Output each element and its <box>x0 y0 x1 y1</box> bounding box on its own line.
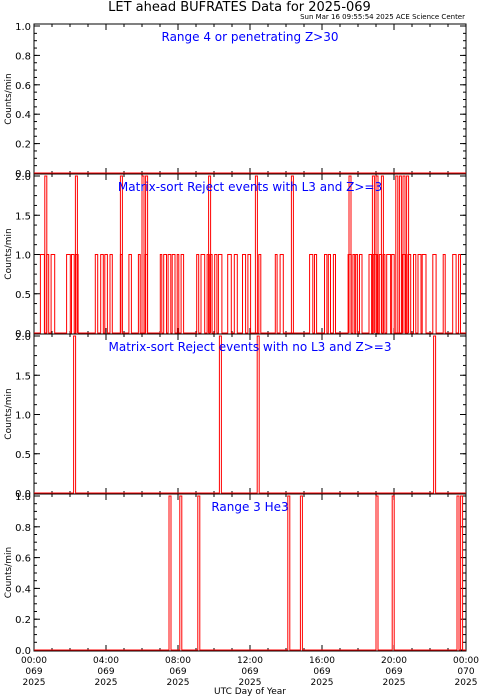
series-spike <box>208 175 212 333</box>
y-tick-label: 1.0 <box>15 492 31 503</box>
panel-label: Matrix-sort Reject events with no L3 and… <box>109 340 392 354</box>
y-axis-label: Counts/min <box>4 73 14 124</box>
panel-label: Matrix-sort Reject events with L3 and Z>… <box>118 180 382 194</box>
x-tick-day: 069 <box>25 667 42 677</box>
x-tick-time: 04:00 <box>93 656 119 666</box>
y-tick-label: 0.0 <box>15 489 31 500</box>
panel-frame <box>33 23 467 175</box>
panel-frame <box>33 493 467 652</box>
x-tick-time: 00:00 <box>453 656 479 666</box>
series-spike <box>145 175 149 333</box>
panel-label: Range 3 He3 <box>211 500 288 514</box>
x-tick-time: 12:00 <box>237 656 263 666</box>
x-tick-day: 070 <box>457 667 474 677</box>
panel-frame <box>33 333 467 495</box>
y-tick-label: 0.2 <box>15 140 31 151</box>
x-tick-year: 2025 <box>311 678 334 688</box>
x-tick-time: 16:00 <box>309 656 335 666</box>
x-tick-year: 2025 <box>239 678 262 688</box>
series-spike <box>254 175 258 333</box>
series-spike <box>406 175 410 333</box>
y-tick-label: 1.0 <box>15 22 31 33</box>
y-axis-label: Counts/min <box>4 388 14 439</box>
x-axis-label: UTC Day of Year <box>214 687 286 697</box>
y-axis-label: Counts/min <box>4 547 14 598</box>
y-tick-label: 1.0 <box>15 251 31 262</box>
y-tick-label: 0.8 <box>15 51 31 62</box>
y-tick-label: 1.5 <box>15 211 31 222</box>
x-tick-time: 08:00 <box>165 656 191 666</box>
y-axis-label: Counts/min <box>4 228 14 279</box>
y-tick-label: 0.4 <box>15 110 31 121</box>
y-tick-label: 0.0 <box>15 329 31 340</box>
timestamp: Sun Mar 16 09:55:54 2025 ACE Science Cen… <box>300 13 465 21</box>
series-spike <box>290 175 294 333</box>
y-tick-label: 0.6 <box>15 81 31 92</box>
series-spike <box>380 175 384 333</box>
y-tick-label: 0.6 <box>15 554 31 565</box>
y-tick-label: 0.0 <box>15 169 31 180</box>
x-tick-day: 069 <box>169 667 186 677</box>
series-spike <box>402 175 406 333</box>
series-spike <box>44 175 48 333</box>
x-tick-day: 069 <box>241 667 258 677</box>
series-spike <box>375 175 379 333</box>
x-tick-time: 20:00 <box>381 656 407 666</box>
x-tick-time: 00:00 <box>21 656 47 666</box>
y-tick-label: 0.5 <box>15 290 31 301</box>
x-tick-day: 069 <box>385 667 402 677</box>
y-tick-label: 2.0 <box>15 332 31 343</box>
y-tick-label: 0.4 <box>15 584 31 595</box>
x-tick-year: 2025 <box>95 678 118 688</box>
x-tick-year: 2025 <box>383 678 406 688</box>
y-tick-label: 2.0 <box>15 172 31 183</box>
x-tick-year: 2025 <box>167 678 190 688</box>
y-tick-label: 0.5 <box>15 450 31 461</box>
x-tick-year: 2025 <box>455 678 478 688</box>
chart-title: LET ahead BUFRATES Data for 2025-069 <box>108 0 371 15</box>
y-tick-label: 1.5 <box>15 371 31 382</box>
x-tick-day: 069 <box>313 667 330 677</box>
series-spike <box>371 175 375 333</box>
series-spike <box>119 175 123 333</box>
series-line <box>34 335 466 494</box>
series-spike <box>398 175 402 333</box>
y-tick-label: 0.8 <box>15 523 31 534</box>
series-spike <box>348 175 352 333</box>
series-spike <box>74 175 78 333</box>
series-spike <box>395 175 399 333</box>
series-line <box>34 495 466 651</box>
series-line <box>34 254 466 334</box>
x-tick-day: 069 <box>97 667 114 677</box>
y-tick-label: 1.0 <box>15 411 31 422</box>
y-tick-label: 0.2 <box>15 615 31 626</box>
series-spike <box>141 175 145 333</box>
x-tick-year: 2025 <box>23 678 46 688</box>
panel-label: Range 4 or penetrating Z>30 <box>162 30 339 44</box>
y-tick-label: 0.0 <box>15 646 31 657</box>
